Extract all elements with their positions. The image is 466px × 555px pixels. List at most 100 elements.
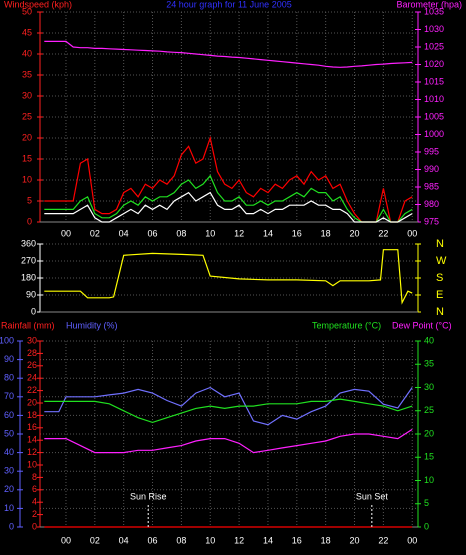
y-tick-label: 1020 (424, 59, 444, 69)
series-line (44, 40, 413, 68)
y-tick-label: 980 (424, 199, 439, 209)
x-tick-label: 12 (234, 535, 244, 545)
y-tick-label: 30 (424, 382, 434, 392)
x-tick-label: 16 (292, 535, 302, 545)
x-tick-label: 02 (90, 535, 100, 545)
y-tick-label: 1030 (424, 24, 444, 34)
y-tick-label: 16 (27, 422, 37, 432)
annotation: Sun Set (356, 491, 389, 501)
x-tick-label: 06 (148, 228, 158, 238)
y-tick-label: 180 (21, 272, 36, 282)
x-tick-label: 14 (263, 228, 273, 238)
y-tick-label: 975 (424, 216, 439, 226)
y-tick-label: 60 (4, 410, 14, 420)
x-tick-label: 18 (321, 228, 331, 238)
x-tick-label: 02 (90, 228, 100, 238)
x-tick-label: 14 (263, 535, 273, 545)
y-tick-label: 90 (4, 354, 14, 364)
y-tick-label: 270 (21, 255, 36, 265)
x-tick-label: 10 (205, 228, 215, 238)
x-tick-label: 20 (350, 228, 360, 238)
y-tick-label: 5 (424, 498, 429, 508)
x-tick-label: 16 (292, 228, 302, 238)
y-axis-title: Windspeed (kph) (4, 0, 72, 9)
y-tick-label: 80 (4, 373, 14, 383)
x-tick-label: 08 (176, 228, 186, 238)
x-tick-label: 12 (234, 228, 244, 238)
y-tick-label: 25 (22, 111, 32, 121)
y-tick-label: 30 (27, 335, 37, 345)
x-tick-label: 06 (148, 535, 158, 545)
x-tick-label: 00 (61, 228, 71, 238)
y-tick-label: 5 (27, 195, 32, 205)
y-tick-label: 45 (22, 27, 32, 37)
y-tick-label: 995 (424, 146, 439, 156)
x-tick-label: 00 (407, 535, 417, 545)
y-tick-label: 50 (4, 428, 14, 438)
y-tick-label: 4 (32, 497, 37, 507)
x-tick-label: 22 (378, 535, 388, 545)
y-tick-label: 12 (27, 447, 37, 457)
y-tick-label: 20 (22, 132, 32, 142)
x-tick-label: 00 (61, 535, 71, 545)
y-tick-label: 2 (32, 509, 37, 519)
x-tick-label: 04 (119, 228, 129, 238)
y-tick-label: 20 (4, 484, 14, 494)
y-tick-label: N (436, 306, 444, 318)
x-tick-label: 20 (350, 535, 360, 545)
y2-axis-title: Barometer (hpa) (396, 0, 462, 9)
series-line (44, 135, 413, 223)
y-tick-label: 14 (27, 435, 37, 445)
series-line (44, 428, 413, 454)
x-tick-label: 00 (407, 228, 417, 238)
y-tick-label: 1010 (424, 94, 444, 104)
y2-axis-title: Dew Point (°C) (392, 320, 452, 330)
y-tick-label: 26 (27, 360, 37, 370)
y-tick-label: 15 (22, 153, 32, 163)
y-tick-label: 100 (0, 335, 14, 345)
y-tick-label: 90 (26, 289, 36, 299)
y-tick-label: 10 (424, 475, 434, 485)
y-tick-label: 35 (22, 69, 32, 79)
y-tick-label: 30 (22, 90, 32, 100)
y-tick-label: 0 (32, 521, 37, 531)
annotation: Sun Rise (130, 491, 167, 501)
series-line (44, 191, 413, 223)
y-tick-label: W (436, 255, 447, 267)
y2-axis-title: Temperature (°C) (312, 320, 381, 330)
y-tick-label: 20 (27, 397, 37, 407)
series-line (44, 398, 413, 424)
y-tick-label: 22 (27, 385, 37, 395)
y-tick-label: 6 (32, 484, 37, 494)
x-tick-label: 04 (119, 535, 129, 545)
y-tick-label: 35 (424, 359, 434, 369)
series-line (44, 386, 413, 426)
y-tick-label: 25 (424, 405, 434, 415)
y-tick-label: 15 (424, 452, 434, 462)
y-tick-label: 1000 (424, 129, 444, 139)
y-tick-label: 1015 (424, 76, 444, 86)
y-tick-label: 20 (424, 428, 434, 438)
y-tick-label: S (436, 272, 443, 284)
y-tick-label: 990 (424, 164, 439, 174)
y-tick-label: 70 (4, 391, 14, 401)
y-tick-label: 0 (9, 521, 14, 531)
y-tick-label: 1035 (424, 6, 444, 16)
y-tick-label: 0 (31, 306, 36, 316)
x-tick-label: 22 (378, 228, 388, 238)
y-tick-label: 40 (4, 447, 14, 457)
x-tick-label: 10 (205, 535, 215, 545)
y-tick-label: 8 (32, 472, 37, 482)
y-tick-label: N (436, 238, 444, 250)
y3-axis-title: Rainfall (mm) (1, 320, 55, 330)
chart-title: 24 hour graph for 11 June 2005 (166, 0, 291, 9)
y-tick-label: 40 (22, 48, 32, 58)
y-tick-label: 10 (4, 503, 14, 513)
y-axis-title: Humidity (%) (66, 320, 118, 330)
y-tick-label: 1025 (424, 41, 444, 51)
y-tick-label: 50 (22, 6, 32, 16)
y-tick-label: E (436, 289, 443, 301)
series-line (44, 174, 413, 223)
